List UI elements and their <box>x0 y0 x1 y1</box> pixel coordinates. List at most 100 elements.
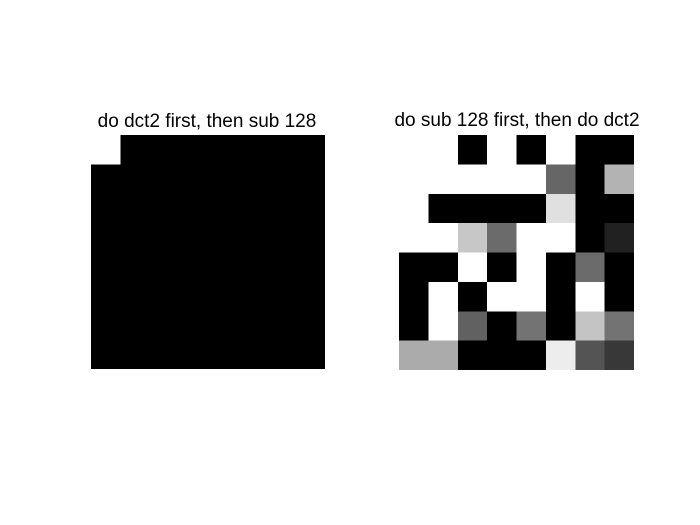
heatmap-cell-r0-c1 <box>428 135 459 165</box>
heatmap-cell-r3-c0 <box>399 223 429 254</box>
heatmap-cell-r2-c5 <box>545 193 576 224</box>
left-panel-title: do dct2 first, then sub 128 <box>97 111 317 132</box>
heatmap-cell-r6-c1 <box>428 311 459 342</box>
heatmap-cell-r3-c3 <box>178 222 209 253</box>
heatmap-cell-r0-c7 <box>295 135 325 165</box>
heatmap-cell-r4-c7 <box>604 252 634 283</box>
heatmap-cell-r3-c5 <box>237 222 268 253</box>
heatmap-cell-r0-c3 <box>487 135 518 165</box>
heatmap-cell-r6-c6 <box>266 310 297 341</box>
heatmap-cell-r5-c3 <box>487 281 518 312</box>
heatmap-cell-r6-c7 <box>295 310 325 341</box>
heatmap-cell-r0-c4 <box>208 135 238 165</box>
heatmap-cell-r3-c2 <box>457 223 488 254</box>
heatmap-cell-r3-c6 <box>266 222 297 253</box>
heatmap-cell-r5-c5 <box>545 281 576 312</box>
heatmap-cell-r3-c7 <box>604 223 634 254</box>
heatmap-cell-r7-c6 <box>266 339 297 369</box>
heatmap-cell-r1-c1 <box>120 164 151 195</box>
heatmap-cell-r6-c3 <box>487 311 518 342</box>
heatmap-cell-r3-c0 <box>91 222 121 253</box>
heatmap-cell-r3-c5 <box>545 223 576 254</box>
heatmap-cell-r1-c1 <box>428 164 459 195</box>
heatmap-cell-r7-c7 <box>295 339 325 369</box>
heatmap-cell-r4-c3 <box>487 252 518 283</box>
heatmap-cell-r0-c1 <box>120 135 151 165</box>
heatmap-cell-r4-c5 <box>545 252 576 283</box>
heatmap-cell-r1-c5 <box>545 164 576 195</box>
heatmap-cell-r2-c2 <box>149 193 180 224</box>
heatmap-cell-r6-c3 <box>178 310 209 341</box>
heatmap-cell-r5-c0 <box>91 281 121 312</box>
heatmap-cell-r5-c6 <box>575 281 606 312</box>
heatmap-cell-r6-c0 <box>399 311 429 342</box>
heatmap-cell-r5-c2 <box>149 281 180 312</box>
heatmap-cell-r1-c0 <box>91 164 121 195</box>
heatmap-cell-r1-c3 <box>487 164 518 195</box>
heatmap-cell-r7-c4 <box>516 340 547 370</box>
heatmap-cell-r2-c6 <box>575 193 606 224</box>
heatmap-cell-r6-c5 <box>237 310 268 341</box>
heatmap-cell-r4-c3 <box>178 252 209 282</box>
heatmap-cell-r7-c0 <box>91 339 121 369</box>
heatmap-cell-r5-c4 <box>208 281 238 312</box>
heatmap-cell-r5-c5 <box>237 281 268 312</box>
heatmap-cell-r1-c4 <box>516 164 547 195</box>
heatmap-cell-r1-c7 <box>295 164 325 195</box>
heatmap-cell-r7-c4 <box>208 339 238 369</box>
heatmap-cell-r1-c6 <box>266 164 297 195</box>
heatmap-cell-r4-c4 <box>516 252 547 283</box>
heatmap-cell-r1-c2 <box>457 164 488 195</box>
heatmap-cell-r6-c4 <box>208 310 238 341</box>
heatmap-cell-r2-c4 <box>516 193 547 224</box>
heatmap-cell-r6-c7 <box>604 311 634 342</box>
heatmap-cell-r4-c5 <box>237 252 268 282</box>
heatmap-cell-r7-c1 <box>120 339 151 369</box>
heatmap-cell-r2-c3 <box>487 193 518 224</box>
heatmap-cell-r7-c0 <box>399 340 429 370</box>
heatmap-cell-r2-c4 <box>208 193 238 224</box>
heatmap-cell-r1-c4 <box>208 164 238 195</box>
heatmap-cell-r0-c2 <box>457 135 488 165</box>
heatmap-cell-r1-c5 <box>237 164 268 195</box>
heatmap-cell-r3-c3 <box>487 223 518 254</box>
heatmap-cell-r0-c0 <box>399 135 429 165</box>
heatmap-cell-r2-c3 <box>178 193 209 224</box>
left-heatmap <box>91 135 325 369</box>
heatmap-cell-r2-c2 <box>457 193 488 224</box>
heatmap-cell-r5-c1 <box>428 281 459 312</box>
heatmap-cell-r0-c6 <box>575 135 606 165</box>
heatmap-cell-r6-c2 <box>149 310 180 341</box>
heatmap-cell-r2-c7 <box>604 193 634 224</box>
heatmap-cell-r4-c4 <box>208 252 238 282</box>
heatmap-cell-r4-c1 <box>428 252 459 283</box>
heatmap-cell-r0-c7 <box>604 135 634 165</box>
heatmap-cell-r5-c7 <box>604 281 634 312</box>
heatmap-cell-r7-c2 <box>457 340 488 370</box>
heatmap-cell-r1-c0 <box>399 164 429 195</box>
heatmap-cell-r5-c7 <box>295 281 325 312</box>
heatmap-cell-r3-c1 <box>120 222 151 253</box>
heatmap-cell-r2-c0 <box>399 193 429 224</box>
heatmap-cell-r3-c2 <box>149 222 180 253</box>
heatmap-cell-r4-c1 <box>120 252 151 282</box>
heatmap-cell-r4-c0 <box>399 252 429 283</box>
heatmap-cell-r2-c5 <box>237 193 268 224</box>
heatmap-cell-r7-c5 <box>237 339 268 369</box>
heatmap-cell-r6-c0 <box>91 310 121 341</box>
heatmap-cell-r2-c7 <box>295 193 325 224</box>
heatmap-cell-r5-c2 <box>457 281 488 312</box>
heatmap-cell-r5-c1 <box>120 281 151 312</box>
heatmap-cell-r3-c1 <box>428 223 459 254</box>
heatmap-cell-r3-c4 <box>208 222 238 253</box>
heatmap-cell-r2-c1 <box>120 193 151 224</box>
heatmap-cell-r1-c7 <box>604 164 634 195</box>
right-panel-title: do sub 128 first, then do dct2 <box>394 110 640 131</box>
heatmap-cell-r1-c3 <box>178 164 209 195</box>
heatmap-cell-r2-c1 <box>428 193 459 224</box>
heatmap-cell-r0-c0 <box>91 135 121 165</box>
heatmap-cell-r6-c2 <box>457 311 488 342</box>
heatmap-cell-r4-c6 <box>266 252 297 282</box>
heatmap-cell-r4-c7 <box>295 252 325 282</box>
heatmap-cell-r0-c2 <box>149 135 180 165</box>
